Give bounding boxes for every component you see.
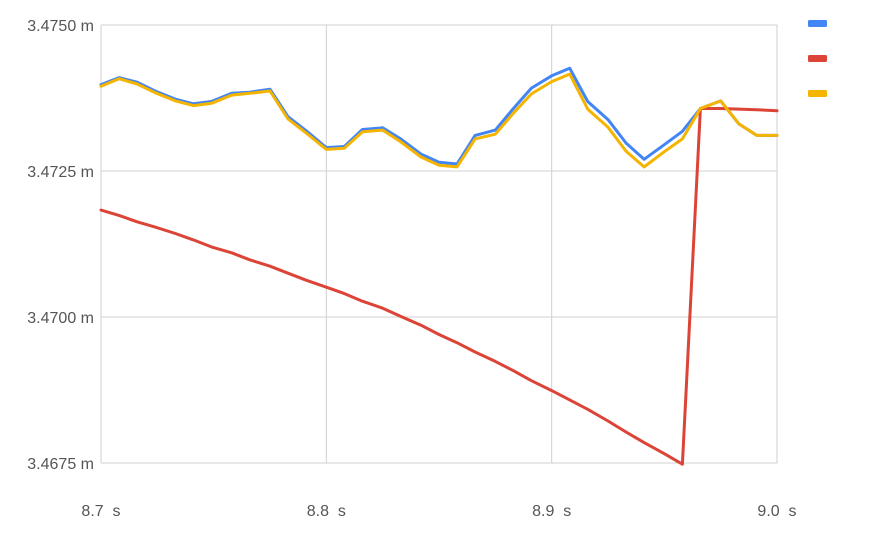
x-tick-label: 8.9 s	[532, 503, 571, 520]
y-tick-label: 3.4700 m	[27, 310, 94, 327]
series-line-3	[99, 72, 779, 169]
legend-swatch-1	[808, 20, 827, 27]
legend-swatch-2	[808, 55, 827, 62]
legend-swatch-3	[808, 90, 827, 97]
legend	[808, 20, 827, 97]
series-line-1	[99, 66, 779, 166]
y-tick-label: 3.4675 m	[27, 456, 94, 473]
series-lines	[99, 66, 779, 466]
x-tick-label: 8.7 s	[81, 503, 120, 520]
series-line-2	[99, 107, 779, 466]
axis-tick-labels: 3.4750 m 3.4725 m 3.4700 m 3.4675 m 8.7 s 8.8…	[27, 18, 796, 520]
y-tick-label: 3.4725 m	[27, 164, 94, 181]
x-tick-label: 9.0 s	[757, 503, 796, 520]
y-tick-label: 3.4750 m	[27, 18, 94, 35]
grid-lines	[100, 24, 778, 464]
x-tick-label: 8.8 s	[307, 503, 346, 520]
